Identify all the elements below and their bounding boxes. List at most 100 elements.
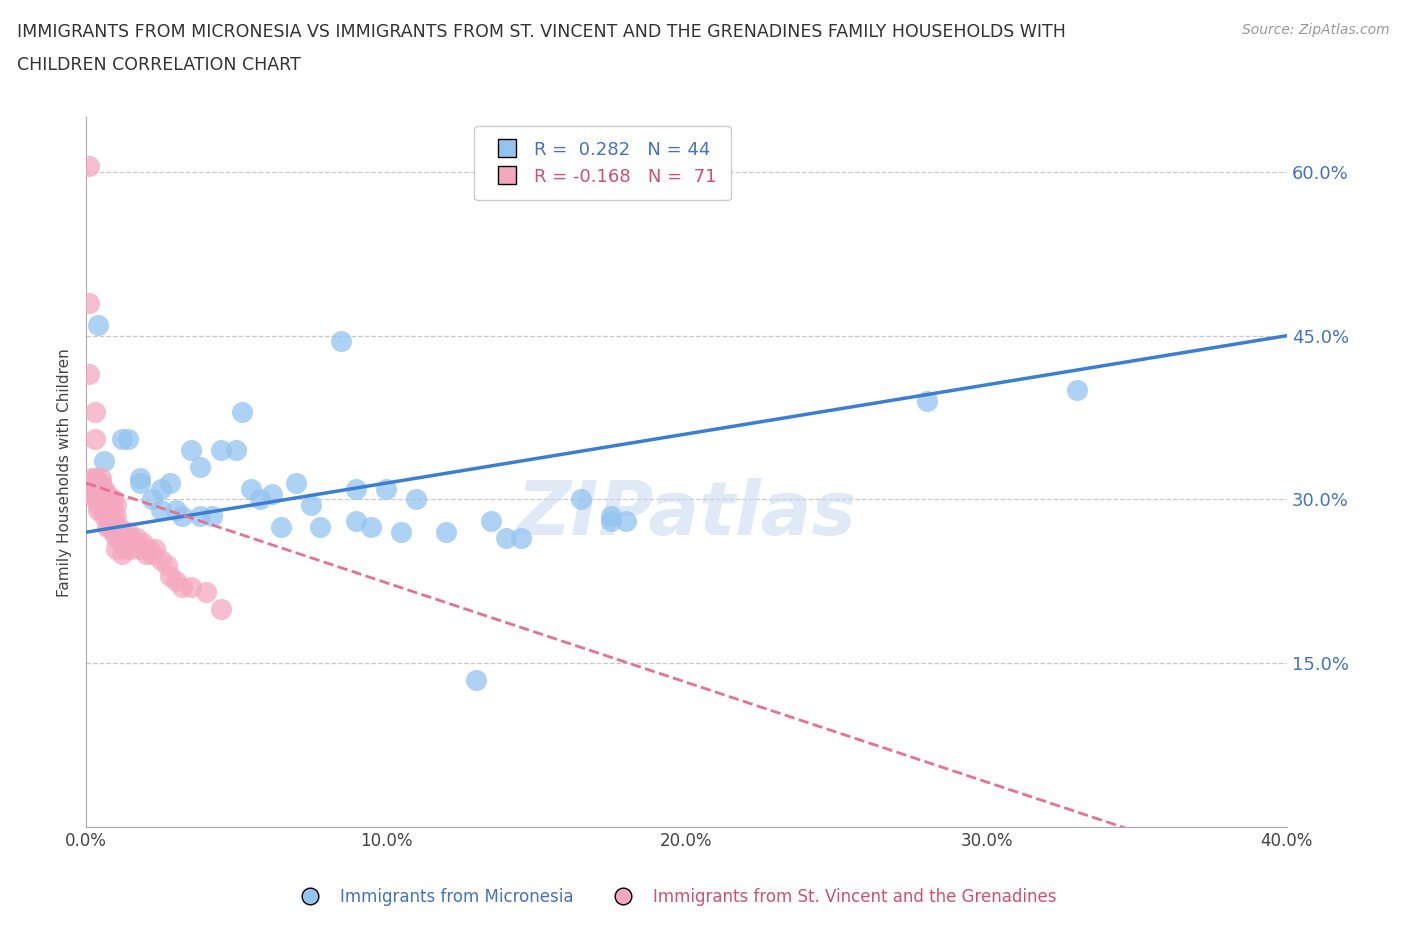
Point bbox=[127, 530, 149, 545]
Point bbox=[616, 514, 638, 529]
Point bbox=[111, 432, 134, 446]
Point bbox=[150, 481, 173, 496]
Point bbox=[129, 471, 152, 485]
Point bbox=[510, 530, 533, 545]
Point bbox=[299, 498, 322, 512]
Point bbox=[84, 471, 107, 485]
Point bbox=[159, 475, 181, 490]
Point bbox=[129, 541, 152, 556]
Point bbox=[96, 486, 118, 501]
Point bbox=[77, 296, 100, 311]
Point bbox=[231, 405, 253, 419]
Point bbox=[143, 541, 166, 556]
Point bbox=[96, 498, 118, 512]
Y-axis label: Family Households with Children: Family Households with Children bbox=[58, 348, 72, 596]
Point bbox=[156, 558, 179, 573]
Point bbox=[90, 492, 112, 507]
Point bbox=[150, 503, 173, 518]
Point bbox=[285, 475, 308, 490]
Point bbox=[87, 503, 110, 518]
Point bbox=[600, 509, 623, 524]
Point bbox=[84, 492, 107, 507]
Point bbox=[101, 509, 124, 524]
Point bbox=[105, 519, 128, 534]
Point bbox=[96, 509, 118, 524]
Point bbox=[172, 509, 194, 524]
Point bbox=[84, 486, 107, 501]
Point bbox=[105, 541, 128, 556]
Point bbox=[141, 547, 163, 562]
Point bbox=[225, 443, 247, 458]
Point bbox=[84, 481, 107, 496]
Point bbox=[571, 492, 593, 507]
Point bbox=[375, 481, 398, 496]
Point bbox=[495, 530, 517, 545]
Point bbox=[87, 481, 110, 496]
Point bbox=[98, 509, 121, 524]
Text: CHILDREN CORRELATION CHART: CHILDREN CORRELATION CHART bbox=[17, 56, 301, 73]
Point bbox=[90, 471, 112, 485]
Point bbox=[240, 481, 263, 496]
Point bbox=[90, 475, 112, 490]
Point bbox=[90, 481, 112, 496]
Point bbox=[117, 432, 139, 446]
Point bbox=[80, 481, 103, 496]
Point bbox=[389, 525, 412, 539]
Point bbox=[141, 492, 163, 507]
Point bbox=[188, 459, 211, 474]
Point bbox=[93, 486, 115, 501]
Point bbox=[270, 519, 292, 534]
Point bbox=[209, 443, 232, 458]
Point bbox=[108, 519, 131, 534]
Point bbox=[117, 536, 139, 551]
Point bbox=[108, 530, 131, 545]
Point bbox=[105, 498, 128, 512]
Point bbox=[80, 475, 103, 490]
Point bbox=[111, 525, 134, 539]
Point bbox=[1066, 383, 1088, 398]
Point bbox=[77, 366, 100, 381]
Point bbox=[80, 486, 103, 501]
Point bbox=[120, 541, 142, 556]
Point bbox=[93, 492, 115, 507]
Point bbox=[150, 552, 173, 567]
Point bbox=[80, 471, 103, 485]
Point bbox=[195, 585, 218, 600]
Point bbox=[93, 481, 115, 496]
Point bbox=[465, 672, 488, 687]
Point bbox=[105, 530, 128, 545]
Point bbox=[172, 579, 194, 594]
Point bbox=[87, 317, 110, 332]
Point bbox=[87, 492, 110, 507]
Point bbox=[105, 509, 128, 524]
Point bbox=[84, 432, 107, 446]
Point bbox=[132, 536, 155, 551]
Text: IMMIGRANTS FROM MICRONESIA VS IMMIGRANTS FROM ST. VINCENT AND THE GRENADINES FAM: IMMIGRANTS FROM MICRONESIA VS IMMIGRANTS… bbox=[17, 23, 1066, 41]
Point bbox=[84, 405, 107, 419]
Legend: R =  0.282   N = 44, R = -0.168   N =  71: R = 0.282 N = 44, R = -0.168 N = 71 bbox=[474, 126, 731, 200]
Point bbox=[344, 514, 367, 529]
Point bbox=[180, 579, 202, 594]
Text: ZIPatlas: ZIPatlas bbox=[516, 478, 856, 551]
Point bbox=[93, 509, 115, 524]
Point bbox=[165, 574, 187, 589]
Point bbox=[180, 443, 202, 458]
Point bbox=[101, 492, 124, 507]
Point bbox=[111, 547, 134, 562]
Point bbox=[209, 601, 232, 616]
Point bbox=[165, 503, 187, 518]
Point bbox=[93, 454, 115, 469]
Point bbox=[405, 492, 427, 507]
Point bbox=[479, 514, 502, 529]
Point bbox=[129, 475, 152, 490]
Point bbox=[915, 393, 938, 408]
Point bbox=[188, 509, 211, 524]
Point bbox=[159, 568, 181, 583]
Point bbox=[114, 530, 136, 545]
Point bbox=[90, 498, 112, 512]
Point bbox=[87, 498, 110, 512]
Point bbox=[117, 525, 139, 539]
Point bbox=[434, 525, 457, 539]
Point bbox=[330, 334, 353, 349]
Point bbox=[77, 159, 100, 174]
